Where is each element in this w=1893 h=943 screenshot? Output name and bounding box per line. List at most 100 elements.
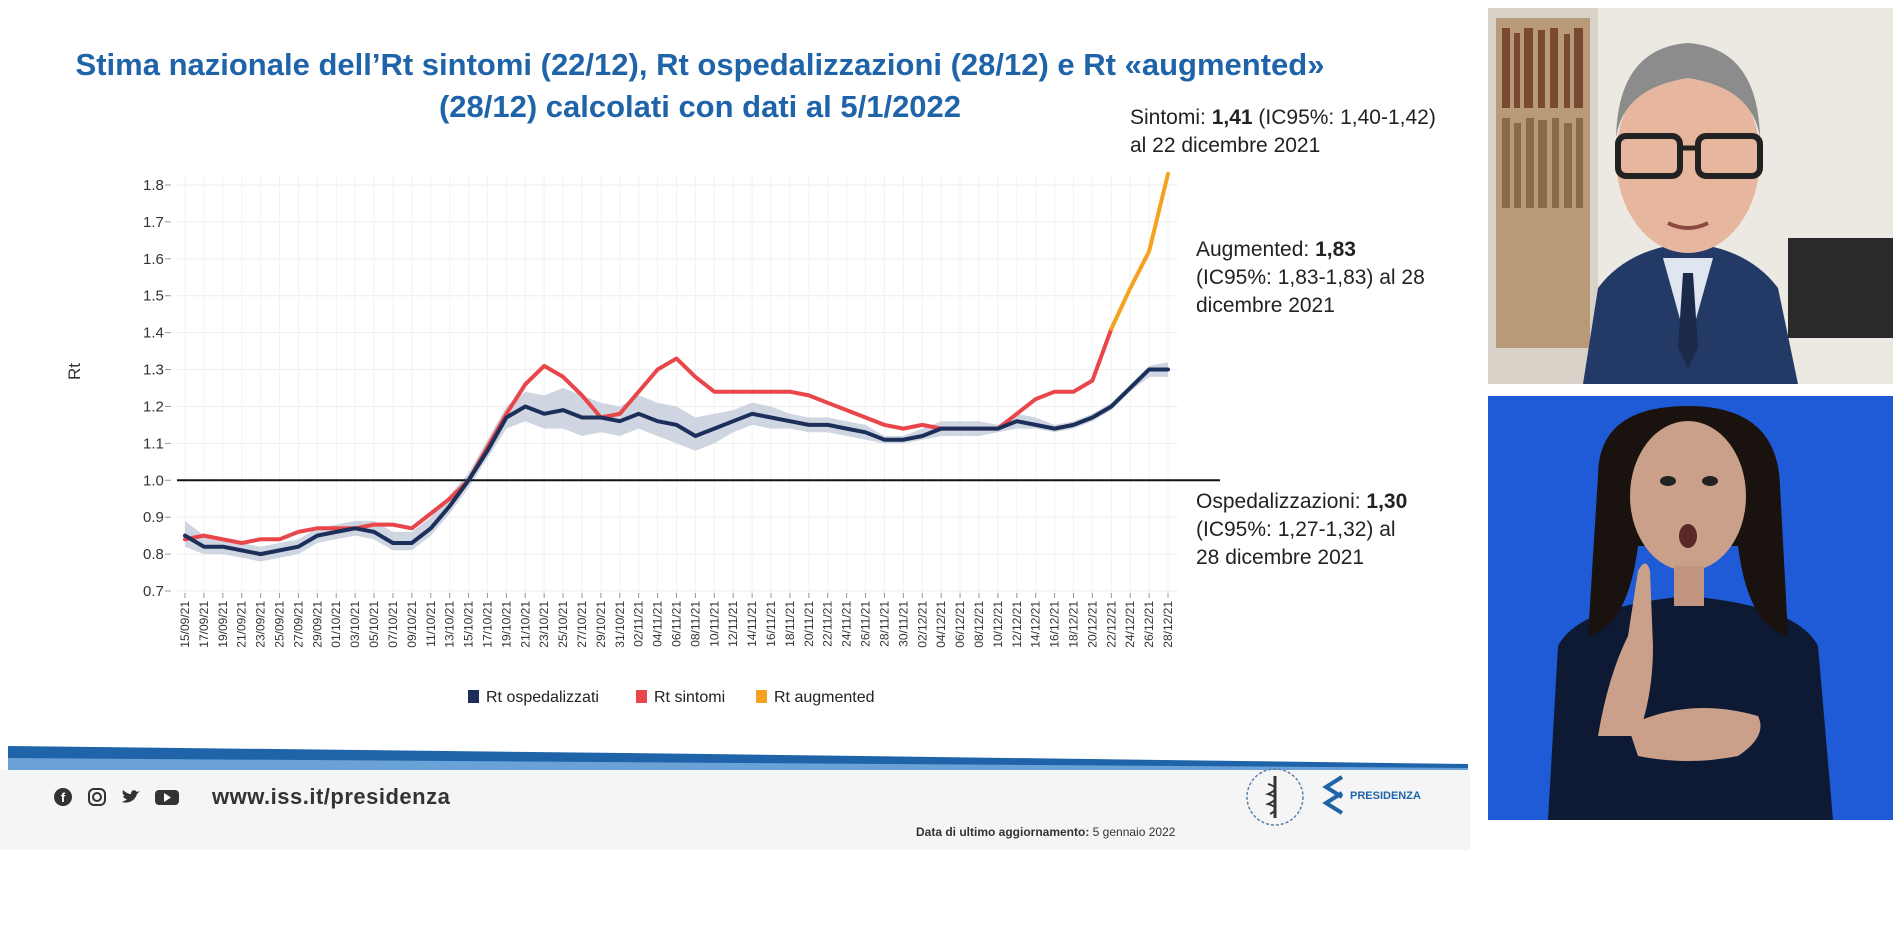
x-tick-label-9: 03/10/21 <box>348 601 362 648</box>
x-tick-label-48: 20/12/21 <box>1085 601 1099 648</box>
x-tick-label-12: 09/10/21 <box>405 601 419 648</box>
x-tick-label-11: 07/10/21 <box>386 601 400 648</box>
x-tick-label-17: 19/10/21 <box>499 601 513 648</box>
x-tick-label-30: 14/11/21 <box>745 601 759 647</box>
x-tick-label-43: 10/12/21 <box>991 601 1005 648</box>
instagram-icon[interactable] <box>86 787 108 809</box>
x-axis: 15/09/21 17/09/21 19/09/21 21/09/21 23/09/21… <box>178 593 1175 648</box>
x-tick-label-25: 04/11/21 <box>651 601 665 647</box>
annotation-augmented-label: Augmented: <box>1196 238 1316 261</box>
chart-legend: Rt ospedalizzati Rt sintomi Rt augmented <box>468 689 875 706</box>
chart-grid <box>177 175 1178 596</box>
youtube-icon[interactable] <box>154 787 180 809</box>
series-line-augmented <box>1109 171 1170 331</box>
annotation-sintomi-ci: (IC95%: 1,40-1,42) <box>1252 106 1436 129</box>
x-tick-label-6: 27/09/21 <box>291 601 305 648</box>
y-tick-label-7: 1.4 <box>143 325 164 342</box>
annotation-augmented-value: 1,83 <box>1315 238 1356 261</box>
x-tick-label-39: 02/12/21 <box>915 601 929 648</box>
annotation-sintomi-value: 1,41 <box>1211 106 1253 129</box>
x-tick-label-35: 24/11/21 <box>840 601 854 647</box>
annotation-ospedalizzazioni-label: Ospedalizzazioni: <box>1196 490 1367 513</box>
annotation-augmented-date: dicembre 2021 <box>1196 294 1335 317</box>
video-separator <box>1488 384 1893 396</box>
x-tick-label-14: 13/10/21 <box>443 601 457 648</box>
series-layer <box>177 171 1220 557</box>
x-tick-label-2: 19/09/21 <box>216 601 230 648</box>
video-feed-speaker <box>1488 8 1893 384</box>
annotation-sintomi-label: Sintomi: <box>1130 106 1212 129</box>
x-tick-label-22: 29/10/21 <box>594 601 608 648</box>
y-tick-label-9: 1.6 <box>143 251 164 268</box>
annotation-augmented-ci: (IC95%: 1,83-1,83) al 28 <box>1196 266 1425 289</box>
x-tick-label-47: 18/12/21 <box>1067 601 1081 648</box>
slide-title-line-2: (28/12) calcolati con dati al 5/1/2022 <box>438 89 962 124</box>
y-tick-label-6: 1.3 <box>143 362 164 379</box>
legend-swatch-0 <box>468 690 479 703</box>
annotation-ospedalizzazioni-date: 28 dicembre 2021 <box>1196 546 1365 569</box>
x-tick-label-4: 23/09/21 <box>254 601 268 648</box>
video-feed-sign-interpreter <box>1488 396 1893 820</box>
footer-band <box>8 746 1468 770</box>
x-tick-label-0: 15/09/21 <box>178 601 192 648</box>
legend-label-1: Rt sintomi <box>654 689 725 706</box>
x-tick-label-27: 08/11/21 <box>688 601 702 647</box>
x-tick-label-15: 15/10/21 <box>462 601 476 648</box>
x-tick-label-50: 24/12/21 <box>1123 601 1137 648</box>
slide-title: Stima nazionale dell’Rt sintomi (22/12),… <box>40 44 1360 128</box>
twitter-icon[interactable] <box>120 787 142 809</box>
annotation-ospedalizzazioni-value: 1,30 <box>1366 490 1408 513</box>
footer-last-updated: Data di ultimo aggiornamento: 5 gennaio … <box>916 825 1175 839</box>
x-tick-label-10: 05/10/21 <box>367 601 381 648</box>
annotation-sintomi-date: al 22 dicembre 2021 <box>1130 134 1321 157</box>
x-tick-label-33: 20/11/21 <box>802 601 816 647</box>
footer-last-updated-label: Data di ultimo aggiornamento: <box>916 825 1090 839</box>
footer-website-link[interactable]: www.iss.it/presidenza <box>212 784 451 809</box>
x-tick-label-29: 12/11/21 <box>726 601 740 647</box>
legend-label-2: Rt augmented <box>774 689 875 706</box>
slide: Stima nazionale dell’Rt sintomi (22/12),… <box>8 44 1468 839</box>
legend-label-0: Rt ospedalizzati <box>486 689 599 706</box>
y-axis: 0.7 0.8 0.9 1.0 1.1 1.2 1.3 1.4 1.5 1.6 1.7 1.8 Rt <box>65 177 171 600</box>
x-tick-label-5: 25/09/21 <box>273 601 287 648</box>
y-tick-label-1: 0.8 <box>143 546 164 563</box>
x-tick-label-36: 26/11/21 <box>859 601 873 647</box>
y-axis-label: Rt <box>65 363 84 380</box>
interpreter-video-image <box>1548 406 1833 820</box>
x-tick-label-28: 10/11/21 <box>707 601 721 647</box>
x-tick-label-44: 12/12/21 <box>1010 601 1024 648</box>
y-tick-label-4: 1.1 <box>143 435 164 452</box>
x-tick-label-40: 04/12/21 <box>934 601 948 648</box>
y-tick-label-0: 0.7 <box>143 583 164 600</box>
y-tick-label-5: 1.2 <box>143 398 164 415</box>
x-tick-label-13: 11/10/21 <box>424 601 438 647</box>
annotation-ospedalizzazioni: Ospedalizzazioni: 1,30 (IC95%: 1,27-1,32… <box>1196 488 1407 572</box>
x-tick-label-52: 28/12/21 <box>1161 601 1175 648</box>
x-tick-label-37: 28/11/21 <box>877 601 891 647</box>
x-tick-label-51: 26/12/21 <box>1142 601 1156 648</box>
y-tick-label-2: 0.9 <box>143 509 164 526</box>
y-tick-label-3: 1.0 <box>143 472 164 489</box>
x-tick-label-32: 18/11/21 <box>783 601 797 647</box>
legend-swatch-1 <box>636 690 647 703</box>
x-tick-label-24: 02/11/21 <box>632 601 646 647</box>
x-tick-label-16: 17/10/21 <box>481 601 495 648</box>
facebook-icon[interactable]: f <box>52 787 74 809</box>
x-tick-label-23: 31/10/21 <box>613 601 627 648</box>
annotation-sintomi: Sintomi: 1,41 (IC95%: 1,40-1,42) al 22 d… <box>1130 104 1436 160</box>
x-tick-label-8: 01/10/21 <box>329 601 343 648</box>
x-tick-label-7: 29/09/21 <box>310 601 324 648</box>
speaker-video-image <box>1488 8 1893 384</box>
x-tick-label-1: 17/09/21 <box>197 601 211 648</box>
series-line-ospedalizzati <box>183 367 1170 557</box>
x-tick-label-31: 16/11/21 <box>764 601 778 647</box>
x-tick-label-45: 14/12/21 <box>1029 601 1043 648</box>
svg-text:f: f <box>61 790 66 805</box>
x-tick-label-19: 23/10/21 <box>537 601 551 648</box>
x-tick-label-46: 16/12/21 <box>1048 601 1062 648</box>
x-tick-label-21: 27/10/21 <box>575 601 589 648</box>
y-tick-label-8: 1.5 <box>143 288 164 305</box>
slide-title-line-1: Stima nazionale dell’Rt sintomi (22/12),… <box>75 47 1325 82</box>
presidenza-label: PRESIDENZA <box>1350 790 1421 802</box>
x-tick-label-34: 22/11/21 <box>821 601 835 647</box>
